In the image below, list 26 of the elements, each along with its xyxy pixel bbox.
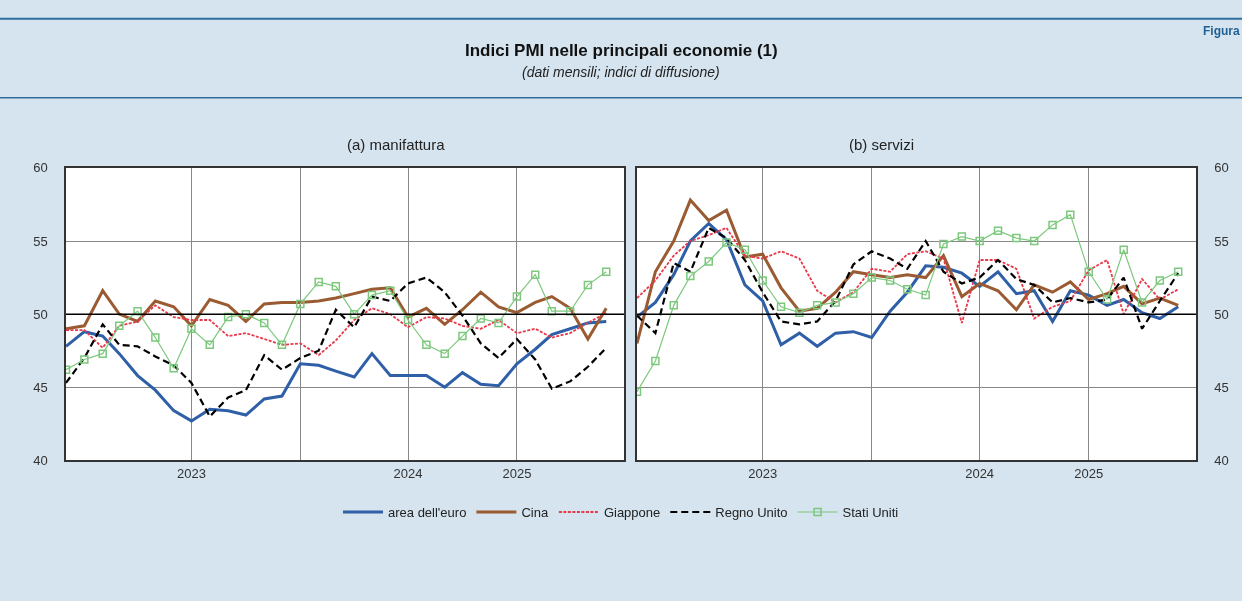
y-tick-label: 60 <box>1214 160 1229 176</box>
legend-label: Giappone <box>603 505 661 521</box>
y-tick-label: 55 <box>33 233 48 249</box>
chart-title: (a) manifattura <box>347 136 446 153</box>
legend-label: area dell'euro <box>388 505 467 521</box>
y-tick-label: 55 <box>1214 233 1229 249</box>
x-tick-label: 2023 <box>176 465 206 481</box>
y-tick-label: 50 <box>33 306 48 322</box>
chart-title: (b) servizi <box>849 136 915 153</box>
x-tick-label: 2024 <box>393 465 423 481</box>
y-tick-label: 45 <box>1214 379 1229 395</box>
text: Indici PMI nelle principali economie (1) <box>465 41 778 60</box>
legend-label: Cina <box>521 505 549 521</box>
legend-label: Regno Unito <box>715 505 788 521</box>
y-tick-label: 40 <box>33 452 48 468</box>
legend-label: Stati Uniti <box>842 505 899 521</box>
y-tick-label: 40 <box>1214 452 1229 468</box>
x-tick-label: 2024 <box>965 465 995 481</box>
text: (dati mensili; indici di diffusione) <box>522 64 720 80</box>
x-tick-label: 2025 <box>1074 465 1104 481</box>
y-tick-label: 60 <box>33 160 48 176</box>
x-tick-label: 2025 <box>502 465 532 481</box>
y-tick-label: 45 <box>33 379 48 395</box>
x-tick-label: 2023 <box>748 465 778 481</box>
y-tick-label: 50 <box>1214 306 1229 322</box>
text: Figura <box>1203 24 1240 38</box>
